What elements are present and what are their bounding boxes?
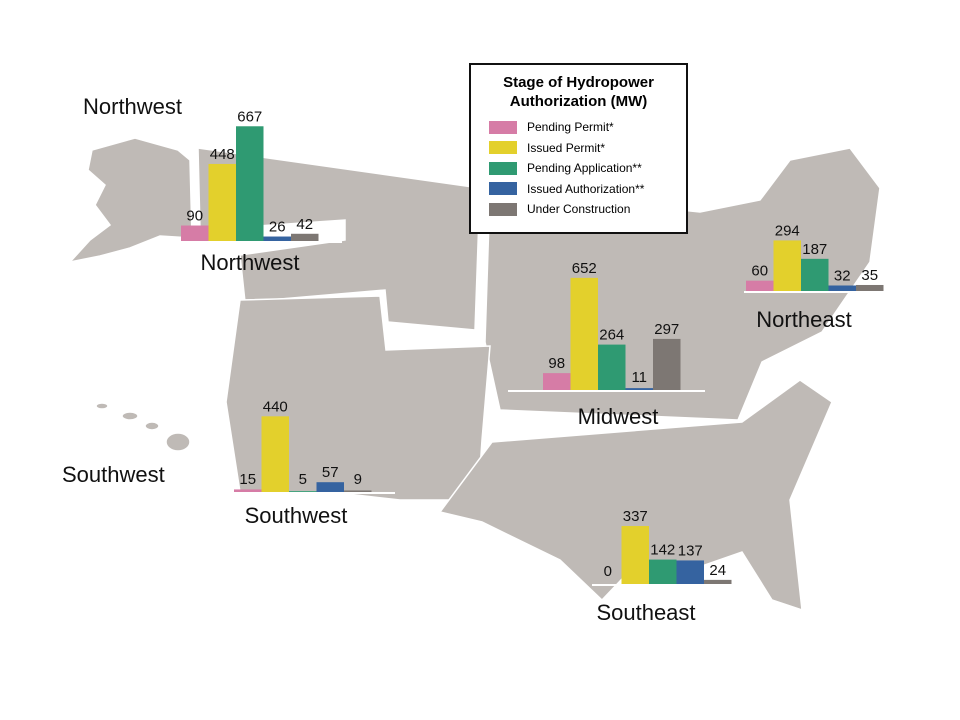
baseline [592, 584, 732, 586]
bar [621, 526, 649, 584]
bar [598, 344, 626, 390]
legend-item: Under Construction [471, 199, 686, 220]
hawaii [144, 421, 160, 431]
region-label: Southeast [596, 600, 695, 625]
legend-swatch [489, 182, 517, 196]
bar [704, 579, 732, 584]
bar [261, 416, 289, 492]
region-label: Northwest [200, 250, 299, 275]
value-label: 15 [239, 471, 256, 488]
region-label: Northeast [756, 307, 851, 332]
bar [208, 163, 236, 241]
value-label: 0 [604, 563, 612, 580]
legend-swatch [489, 141, 517, 155]
bar [181, 225, 209, 241]
legend-title: Stage of Hydropower Authorization (MW) [503, 74, 654, 110]
bar [773, 240, 801, 291]
bar [236, 126, 264, 241]
bar [676, 560, 704, 584]
value-label: 24 [709, 562, 726, 579]
bar [828, 285, 856, 291]
value-label: 90 [186, 208, 203, 225]
hawaii [121, 411, 139, 421]
value-label: 57 [322, 464, 339, 481]
value-label: 26 [269, 219, 286, 236]
value-label: 60 [751, 263, 768, 280]
value-label: 448 [210, 146, 235, 163]
legend-label: Issued Permit* [527, 140, 606, 155]
value-label: 667 [237, 108, 262, 125]
bar [344, 490, 372, 492]
southeast-states [438, 379, 833, 612]
bar [856, 284, 884, 291]
bar [291, 233, 319, 241]
legend-swatch [489, 161, 517, 175]
region-label: Midwest [578, 404, 659, 429]
map-label: Northwest [83, 94, 182, 119]
legend-swatch [489, 202, 517, 216]
value-label: 440 [263, 398, 288, 415]
region-label: Southwest [245, 503, 348, 528]
legend: Stage of Hydropower Authorization (MW) P… [469, 63, 688, 234]
legend-label: Under Construction [527, 202, 631, 217]
value-label: 142 [650, 542, 675, 559]
value-label: 264 [599, 327, 624, 344]
bar [234, 489, 262, 492]
value-label: 294 [775, 222, 800, 239]
legend-label: Pending Permit* [527, 120, 614, 135]
map-label: Southwest [62, 462, 165, 487]
bar [543, 373, 571, 390]
value-label: 9 [354, 471, 362, 488]
value-label: 35 [861, 267, 878, 284]
bar [289, 491, 317, 492]
value-label: 5 [299, 471, 307, 488]
value-label: 11 [631, 369, 647, 386]
legend-swatch [489, 120, 517, 134]
value-label: 42 [296, 216, 313, 233]
value-label: 32 [834, 267, 851, 284]
bar [653, 338, 681, 390]
value-label: 137 [678, 542, 703, 559]
bar [746, 280, 774, 291]
bar [801, 258, 829, 291]
value-label: 98 [548, 355, 565, 372]
baseline [178, 241, 342, 243]
alaska [67, 137, 193, 264]
bar [649, 559, 677, 584]
legend-item: Issued Authorization** [471, 179, 686, 200]
legend-item: Pending Application** [471, 158, 686, 179]
hawaii [165, 432, 191, 452]
value-label: 337 [623, 508, 648, 525]
legend-label: Issued Authorization** [527, 181, 645, 196]
hawaii [95, 402, 109, 410]
value-label: 187 [802, 241, 827, 258]
baseline [744, 291, 886, 293]
legend-item: Issued Permit* [471, 138, 686, 159]
bar [625, 388, 653, 390]
baseline [232, 492, 395, 494]
legend-label: Pending Application** [527, 161, 642, 176]
legend-item: Pending Permit* [471, 117, 686, 138]
baseline [508, 390, 705, 392]
bar [316, 482, 344, 492]
value-label: 297 [654, 321, 679, 338]
bar [570, 277, 598, 390]
bar [263, 236, 291, 241]
value-label: 652 [572, 260, 597, 277]
